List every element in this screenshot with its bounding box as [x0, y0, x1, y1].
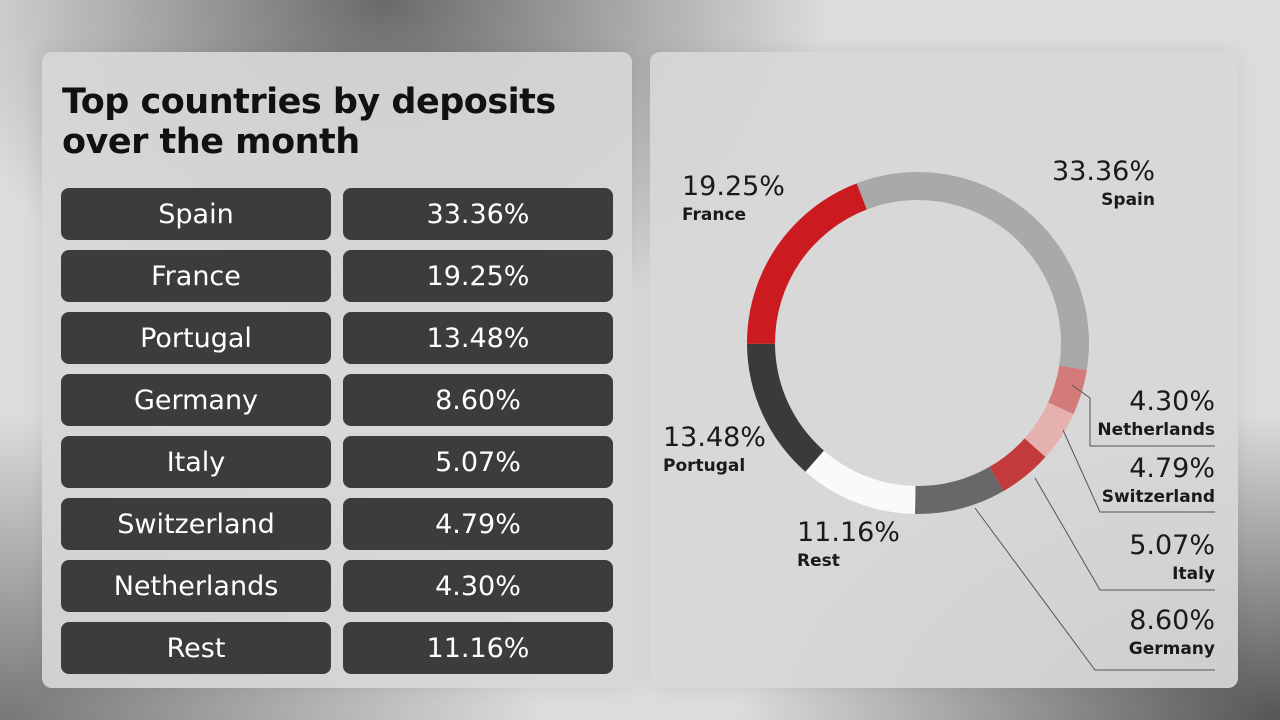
- value-label: 11.16%: [797, 517, 900, 548]
- share-cell: 4.79%: [343, 498, 613, 550]
- leader-line: [1071, 384, 1215, 447]
- donut-slice: [747, 343, 824, 472]
- title: Top countries by deposits over the month: [62, 82, 556, 162]
- value-label: 4.79%: [1129, 453, 1215, 484]
- category-label: Switzerland: [1102, 487, 1215, 507]
- country-cell: Portugal: [61, 312, 331, 364]
- value-label: 13.48%: [663, 422, 766, 453]
- leader-line: [974, 507, 1215, 671]
- share-cell: 4.30%: [343, 560, 613, 612]
- country-cell: France: [61, 250, 331, 302]
- share-cell: 33.36%: [343, 188, 613, 240]
- leader-line: [1034, 477, 1215, 591]
- leader-line: [1062, 429, 1215, 513]
- category-label: Spain: [1101, 190, 1155, 210]
- country-cell: Italy: [61, 436, 331, 488]
- donut-slice: [914, 466, 1004, 514]
- value-label: 33.36%: [1052, 156, 1155, 187]
- share-cell: 13.48%: [343, 312, 613, 364]
- country-cell: Spain: [61, 188, 331, 240]
- category-label: Italy: [1172, 564, 1215, 584]
- value-label: 5.07%: [1129, 530, 1215, 561]
- donut-slice: [805, 450, 916, 514]
- chart-panel: [650, 52, 1238, 688]
- value-label: 8.60%: [1129, 605, 1215, 636]
- share-cell: 19.25%: [343, 250, 613, 302]
- category-label: France: [682, 205, 746, 225]
- value-label: 19.25%: [682, 171, 785, 202]
- donut-slice: [1024, 402, 1074, 457]
- country-cell: Switzerland: [61, 498, 331, 550]
- country-cell: Germany: [61, 374, 331, 426]
- value-label: 4.30%: [1129, 386, 1215, 417]
- share-cell: 11.16%: [343, 622, 613, 674]
- share-cell: 8.60%: [343, 374, 613, 426]
- category-label: Netherlands: [1097, 420, 1215, 440]
- category-label: Rest: [797, 551, 840, 571]
- donut-slice: [747, 183, 867, 344]
- donut-slice: [989, 438, 1046, 492]
- donut-slice: [856, 171, 1090, 370]
- donut-slice: [1048, 365, 1087, 415]
- category-label: Portugal: [663, 456, 745, 476]
- country-cell: Rest: [61, 622, 331, 674]
- category-label: Germany: [1129, 639, 1215, 659]
- country-cell: Netherlands: [61, 560, 331, 612]
- share-cell: 5.07%: [343, 436, 613, 488]
